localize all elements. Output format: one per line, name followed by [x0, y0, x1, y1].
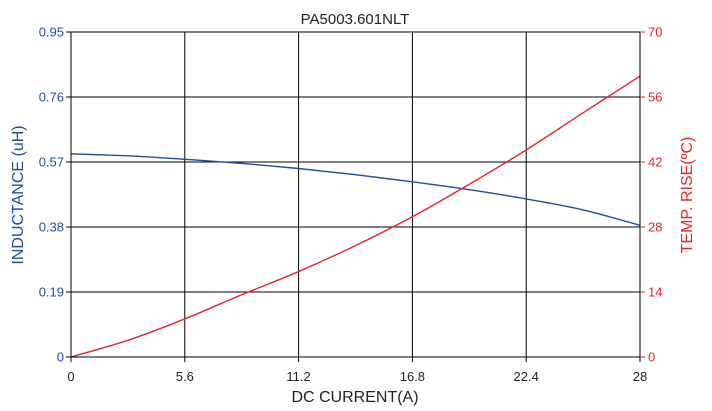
y-axis-title-right: TEMP. RISE(ºC) — [679, 137, 696, 254]
y-right-tick-label: 0 — [648, 350, 655, 365]
y-left-tick-label: 0.76 — [39, 90, 64, 105]
y-right-tick-label: 56 — [648, 90, 662, 105]
y-left-tick-label: 0.19 — [39, 285, 64, 300]
y-left-tick-label: 0 — [57, 350, 64, 365]
y-right-tick-label: 42 — [648, 155, 662, 170]
grid-lines — [71, 32, 640, 357]
tick-labels: 0 5.6 11.2 16.8 22.4 2800.190.380.570.760.950… — [39, 25, 663, 385]
y-left-tick-label: 0.57 — [39, 155, 64, 170]
x-tick-label: 5.6 — [176, 369, 194, 384]
x-tick-label: 22.4 — [514, 369, 539, 384]
x-tick-label: 28 — [633, 369, 647, 384]
y-left-tick-label: 0.95 — [39, 25, 64, 40]
x-tick-label: 16.8 — [400, 369, 425, 384]
chart-title: PA5003.601NLT — [301, 11, 410, 28]
x-tick-label: 0 — [67, 369, 74, 384]
y-right-tick-label: 28 — [648, 220, 662, 235]
x-tick-label: 11.2 — [286, 369, 310, 384]
y-left-tick-label: 0.38 — [39, 220, 64, 235]
y-axis-title-left: INDUCTANCE (uH) — [10, 125, 27, 264]
inductance-series-line — [70, 153, 641, 226]
y-right-tick-label: 70 — [648, 25, 662, 40]
temp-rise-series-line — [70, 75, 641, 358]
x-axis-title: DC CURRENT(A) — [291, 389, 418, 406]
y-right-tick-label: 14 — [648, 285, 662, 300]
plot-frame — [70, 31, 641, 358]
plot-series — [70, 75, 641, 358]
